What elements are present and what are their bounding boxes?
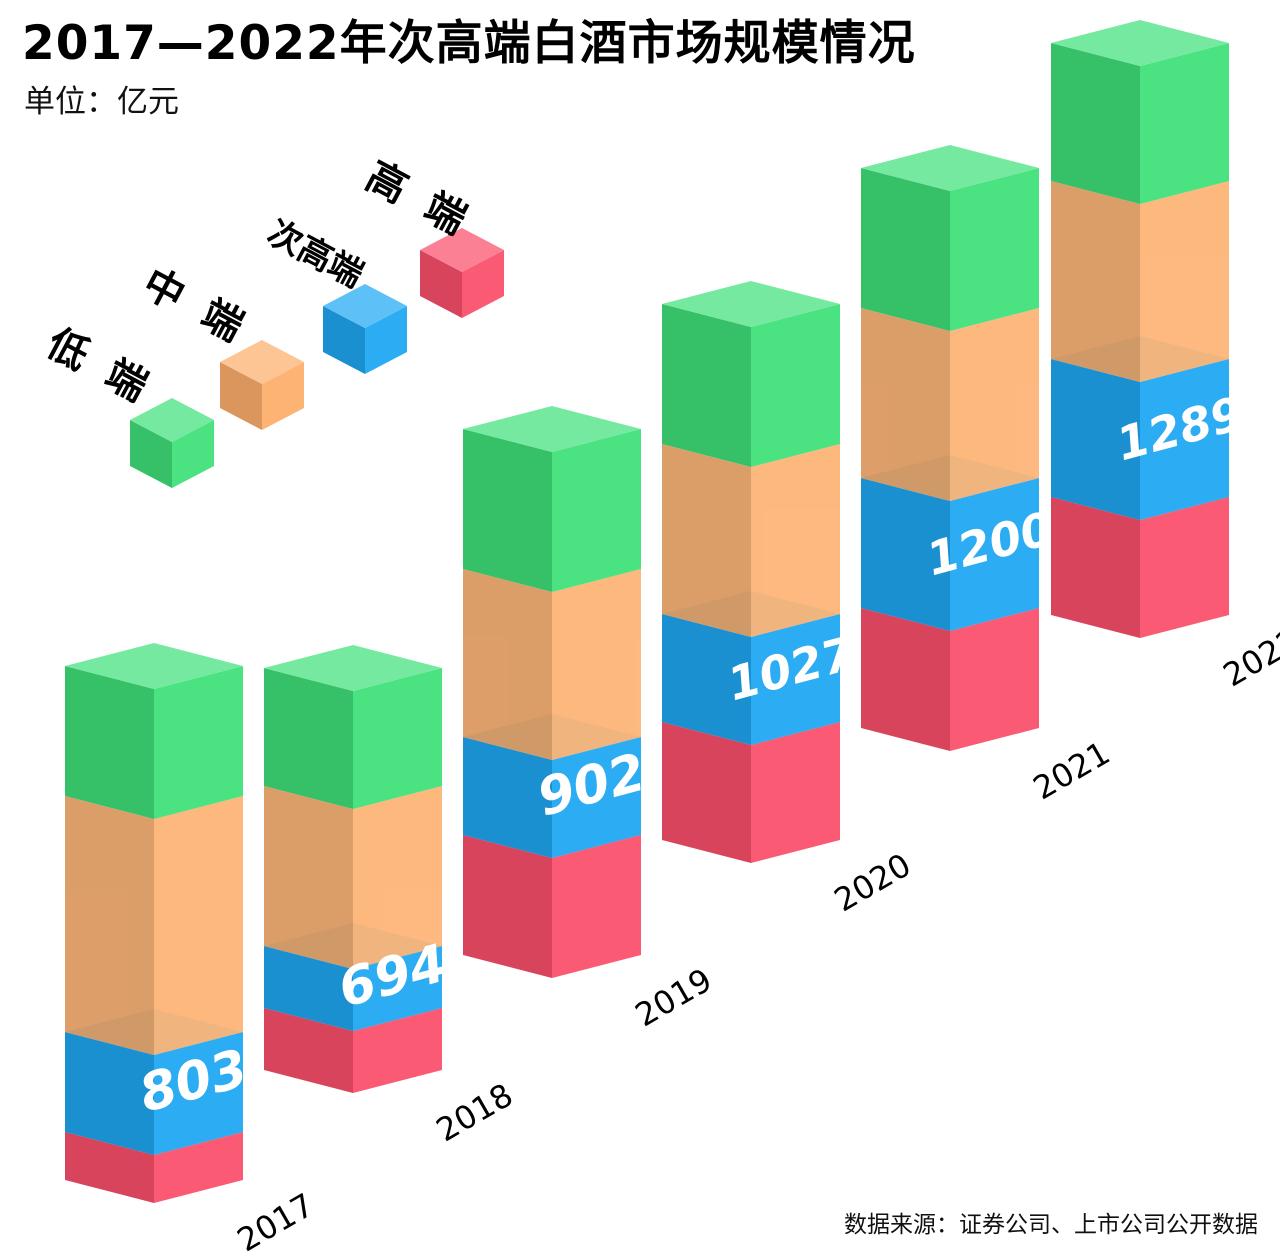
legend-swatch — [420, 228, 504, 318]
legend-item-中端: 中端 — [135, 260, 304, 430]
bar-2017-segment-低端 — [65, 643, 243, 819]
bar-2019-segment-低端 — [463, 406, 641, 592]
data-source: 数据来源：证券公司、上市公司公开数据 — [844, 1212, 1258, 1238]
legend-swatch — [130, 398, 214, 488]
legend-label: 低端 — [39, 320, 177, 423]
unit-label: 单位：亿元 — [24, 84, 179, 120]
bar-2018-segment-低端 — [264, 645, 442, 809]
legend-swatch — [323, 284, 407, 374]
year-label-2020: 2020 — [828, 846, 918, 920]
legend-item-低端: 低端 — [39, 320, 214, 488]
legend-label: 高端 — [358, 153, 496, 256]
chart-title: 2017—2022年次高端白酒市场规模情况 — [22, 16, 916, 71]
bar-2020-segment-低端 — [662, 281, 840, 467]
legend-label: 次高端 — [261, 213, 370, 296]
legend-label: 中端 — [135, 260, 273, 363]
bar-2021-segment-低端 — [861, 145, 1039, 331]
legend-swatch — [220, 340, 304, 430]
year-label-2017: 2017 — [231, 1186, 321, 1259]
year-label-2021: 2021 — [1027, 734, 1117, 808]
year-label-2018: 2018 — [430, 1076, 520, 1150]
year-label-2022: 2022 — [1217, 621, 1280, 695]
year-label-2019: 2019 — [629, 961, 719, 1035]
legend-item-次高端: 次高端 — [261, 213, 407, 374]
bar-2022-segment-低端 — [1051, 20, 1229, 204]
